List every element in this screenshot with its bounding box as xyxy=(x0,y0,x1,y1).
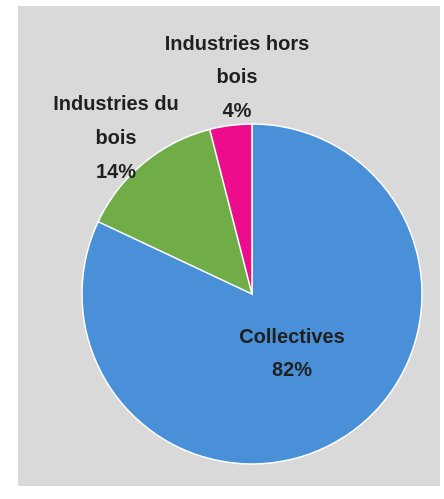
slice-name-industries-du-bois-line1: Industries du xyxy=(53,93,179,115)
slice-name-collectives-line1: Collectives xyxy=(239,326,345,348)
slice-name-industries-hors-bois-line1: Industries hors xyxy=(165,33,309,55)
slice-percent-industries-hors-bois: 4% xyxy=(223,100,252,122)
slice-label-industries-du-bois: Industries du xyxy=(53,93,179,115)
slice-label-industries-hors-bois-line2: bois xyxy=(216,66,257,88)
slice-label-industries-hors-bois: Industries hors xyxy=(165,33,309,55)
slice-percent-industries-du-bois: 14% xyxy=(96,161,136,183)
slice-percent-collectives: 82% xyxy=(272,359,312,381)
slice-label-collectives: Collectives xyxy=(239,326,345,348)
slice-label-industries-du-bois-line2: bois xyxy=(95,127,136,149)
